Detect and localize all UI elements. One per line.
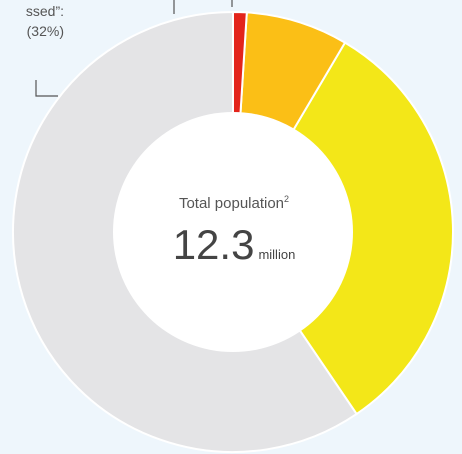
center-title-footnote: 2: [284, 194, 290, 204]
total-population-unit: million: [258, 247, 296, 262]
yellow-slice-label-line2: (32%): [26, 23, 64, 39]
center-title: Total population2: [134, 194, 334, 212]
yellow-slice-label-line1: ssed”:: [25, 3, 64, 19]
yellow-slice-leader-line: [35, 80, 58, 97]
donut-hole: [113, 112, 353, 352]
center-title-text: Total population: [178, 195, 285, 212]
center-value: 12.3 million: [134, 222, 334, 268]
total-population-value: 12.3: [172, 221, 255, 268]
